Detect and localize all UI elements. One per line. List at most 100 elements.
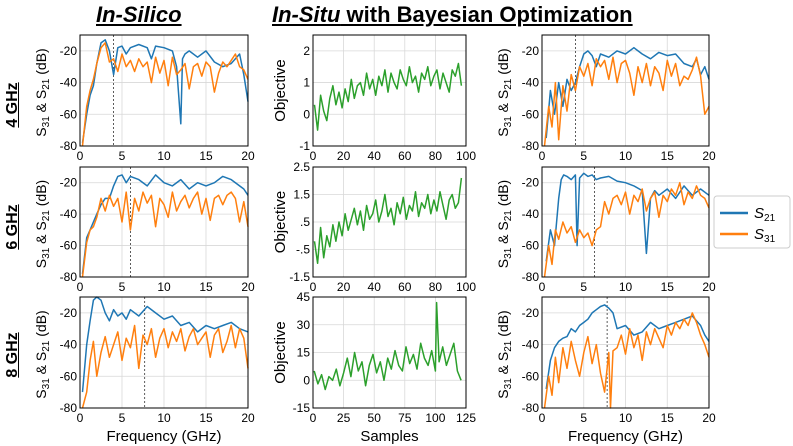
insilico-header: In-Silico: [96, 2, 182, 28]
insitu-8ghz-objective-xtick-label: 100: [425, 411, 445, 425]
insitu-8ghz-objective-ylabel: Objective: [272, 321, 289, 384]
insilico-6ghz-xtick-label: 10: [157, 280, 171, 294]
insitu-6ghz-objective-ytick-label: 1.5: [293, 188, 310, 202]
insilico-6ghz-xtick-label: 15: [199, 280, 213, 294]
insitu-4ghz-ytick-label: -40: [522, 76, 540, 90]
legend-s21-label: S21: [754, 205, 776, 224]
legend-box: [713, 195, 791, 249]
insilico-8ghz-s31-line: [81, 324, 249, 409]
insitu-8ghz-objective-frame: [312, 296, 467, 409]
insitu-6ghz-xtick-label: 20: [702, 280, 716, 294]
insitu-8ghz-objective-xtick-label: 125: [456, 411, 476, 425]
insitu-6ghz-objective-ytick-label: -.5: [296, 243, 310, 257]
insitu-8ghz-objective-xtick-label: 75: [398, 411, 412, 425]
insitu-8ghz-ylabel: S31 & S21 (dB): [495, 310, 514, 398]
freq-xlabel-left: Frequency (GHz): [106, 428, 221, 445]
insitu-4ghz-s21-line: [545, 46, 710, 139]
insilico-4ghz-ytick-label: -60: [60, 107, 78, 121]
insitu-8ghz-objective-ytick-label: 0: [303, 373, 310, 387]
insitu-8ghz-s21-line: [545, 304, 710, 390]
insitu-4ghz-ytick-label: -20: [522, 44, 540, 58]
insitu-4ghz-xtick-label: 10: [619, 149, 633, 163]
insitu-6ghz-objective-ylabel: Objective: [272, 191, 289, 254]
insitu-8ghz-objective-xtick-label: 25: [337, 411, 351, 425]
insilico-4ghz-xtick-label: 20: [241, 149, 255, 163]
insilico-6ghz-ytick-label: -40: [60, 207, 78, 221]
insitu-6ghz-frame: [541, 166, 710, 278]
insitu-8ghz-ytick-label: -40: [522, 338, 540, 352]
insilico-4ghz-ytick-label: -40: [60, 76, 78, 90]
insitu-4ghz-xtick-label: 15: [661, 149, 675, 163]
insitu-6ghz-s31-line: [543, 181, 710, 278]
insitu-6ghz-xtick-label: 15: [661, 280, 675, 294]
insitu-8ghz-objective-objective-line: [313, 301, 462, 391]
insilico-6ghz-frame: [79, 166, 249, 278]
insitu-8ghz-xtick-label: 20: [702, 411, 716, 425]
insitu-8ghz-xtick-label: 15: [661, 411, 675, 425]
insitu-8ghz-xtick-label: 5: [580, 411, 587, 425]
insitu-4ghz-objective-ytick-label: 2: [303, 44, 310, 58]
insitu-4ghz-objective-xtick-label: 80: [429, 149, 443, 163]
insitu-4ghz-ytick-label: -60: [522, 107, 540, 121]
insitu-6ghz-objective-ytick-label: .5: [300, 215, 310, 229]
insitu-6ghz-ytick-label: -60: [522, 239, 540, 253]
insilico-6ghz-xtick-label: 20: [241, 280, 255, 294]
insitu-8ghz-xtick-label: 0: [539, 411, 546, 425]
insilico-4ghz-xtick-label: 5: [119, 149, 126, 163]
insilico-4ghz-ytick-label: -20: [60, 44, 78, 58]
insilico-4ghz-s31-line: [81, 42, 249, 147]
insitu-6ghz-s21-line: [545, 172, 710, 262]
insitu-6ghz-objective-frame: [312, 166, 467, 278]
insitu-6ghz-objective-xtick-label: 80: [429, 280, 443, 294]
insitu-8ghz-ytick-label: -80: [522, 401, 540, 415]
insitu-6ghz-objective-xtick-label: 20: [337, 280, 351, 294]
insitu-8ghz-ytick-label: -60: [522, 369, 540, 383]
insitu-4ghz-s31-line: [543, 56, 710, 147]
insilico-8ghz-ytick-label: -20: [60, 306, 78, 320]
insitu-4ghz-xtick-label: 20: [702, 149, 716, 163]
insitu-6ghz-ytick-label: -20: [522, 176, 540, 190]
insitu-4ghz-frame: [541, 34, 710, 147]
insilico-4ghz-ytick-label: -80: [60, 139, 78, 153]
insitu-6ghz-objective-xtick-label: 60: [398, 280, 412, 294]
insitu-4ghz-objective-xtick-label: 100: [456, 149, 476, 163]
insilico-8ghz-s21-line: [81, 296, 249, 393]
insilico-6ghz-ytick-label: -60: [60, 239, 78, 253]
insitu-4ghz-objective-frame: [312, 34, 467, 147]
insilico-header-text: In-Silico: [96, 2, 182, 27]
insitu-6ghz-objective-objective-line: [313, 177, 463, 265]
insitu-8ghz-objective-xtick-label: 0: [310, 411, 317, 425]
insitu-8ghz-objective-ytick-label: 45: [297, 290, 311, 304]
insitu-4ghz-xtick-label: 0: [539, 149, 546, 163]
insitu-6ghz-objective-ytick-label: 2.5: [293, 160, 310, 174]
insilico-8ghz-ytick-label: -80: [60, 401, 78, 415]
insilico-8ghz-xtick-label: 20: [241, 411, 255, 425]
insitu-4ghz-objective-xtick-label: 60: [398, 149, 412, 163]
insilico-4ghz-s21-line: [81, 39, 249, 143]
insilico-8ghz-frame: [79, 296, 249, 409]
insitu-4ghz-objective-xtick-label: 0: [310, 149, 317, 163]
insitu-6ghz-objective-xtick-label: 0: [310, 280, 317, 294]
insilico-8ghz-xtick-label: 15: [199, 411, 213, 425]
insitu-4ghz-ytick-label: -80: [522, 139, 540, 153]
insilico-4ghz-frame: [79, 34, 249, 147]
insitu-8ghz-ytick-label: -20: [522, 306, 540, 320]
insitu-8ghz-objective-ytick-label: 15: [297, 346, 311, 360]
insilico-4ghz-xtick-label: 10: [157, 149, 171, 163]
insitu-4ghz-objective-ytick-label: -1: [299, 139, 310, 153]
insilico-8ghz-xtick-label: 10: [157, 411, 171, 425]
insitu-8ghz-objective-xtick-label: 50: [368, 411, 382, 425]
insitu-6ghz-objective-xtick-label: 100: [456, 280, 476, 294]
insilico-4ghz-xtick-label: 0: [77, 149, 84, 163]
insilico-6ghz-s21-line: [81, 174, 249, 274]
insitu-8ghz-frame: [541, 296, 710, 409]
samples-xlabel: Samples: [360, 428, 418, 445]
insitu-6ghz-objective-ytick-label: -1.5: [289, 270, 310, 284]
insitu-4ghz-objective-xtick-label: 20: [337, 149, 351, 163]
insilico-4ghz-ylabel: S31 & S21 (dB): [33, 48, 52, 136]
insitu-4ghz-objective-ytick-label: 0: [303, 107, 310, 121]
insilico-4ghz-xtick-label: 15: [199, 149, 213, 163]
insitu-header: In-Situ with Bayesian Optimization: [272, 2, 633, 28]
insitu-8ghz-s31-line: [543, 312, 710, 409]
